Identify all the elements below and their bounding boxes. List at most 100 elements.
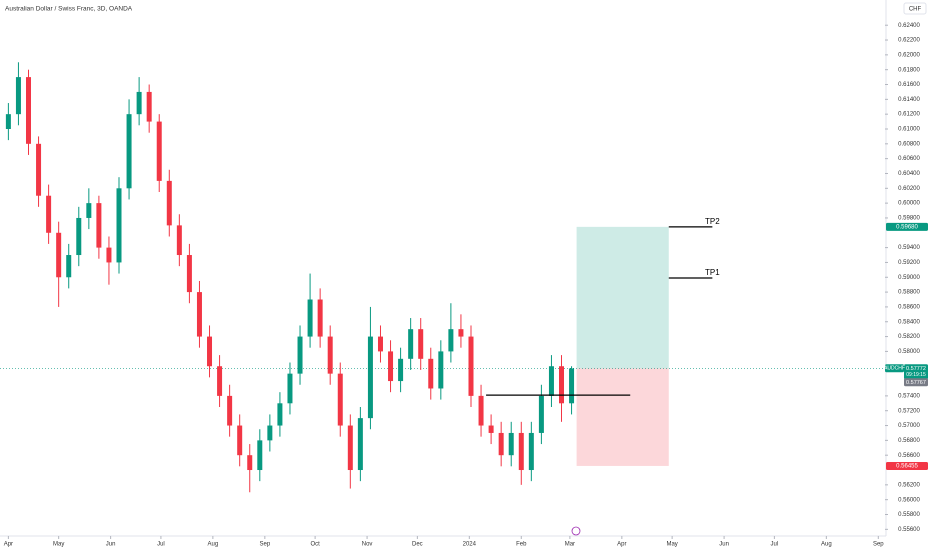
x-tick-label: Aug bbox=[208, 542, 219, 548]
candle-body bbox=[488, 425, 494, 433]
candle-body bbox=[136, 91, 142, 115]
x-tick-label: Apr bbox=[617, 542, 626, 548]
candle-body bbox=[247, 455, 253, 471]
x-tick-label: May bbox=[53, 542, 64, 548]
x-tick-label: Oct bbox=[310, 542, 320, 548]
y-tick-label: 0.55800 bbox=[898, 512, 920, 518]
candle-body bbox=[277, 403, 283, 426]
y-tick-label: 0.57200 bbox=[898, 408, 920, 414]
y-tick-label: 0.55600 bbox=[898, 527, 920, 533]
currency-label[interactable]: CHF bbox=[909, 7, 922, 13]
y-tick-label: 0.56200 bbox=[898, 482, 920, 488]
candle-body bbox=[106, 247, 112, 263]
y-tick-label: 0.60000 bbox=[898, 201, 920, 207]
candle-body bbox=[448, 329, 454, 352]
candle-body bbox=[458, 329, 464, 337]
candle-body bbox=[438, 351, 444, 389]
symbol-tag bbox=[885, 364, 904, 373]
y-tick-label: 0.59800 bbox=[898, 216, 920, 222]
y-tick-label: 0.59200 bbox=[898, 260, 920, 266]
x-tick-label: 2024 bbox=[463, 542, 477, 548]
stop-text: 0.56455 bbox=[896, 464, 918, 470]
candle-body bbox=[46, 195, 52, 233]
x-tick-label: Nov bbox=[362, 542, 373, 548]
currency-button[interactable] bbox=[903, 2, 927, 15]
candle-body bbox=[337, 373, 343, 426]
x-tick-label: Aug bbox=[821, 542, 832, 548]
candle-body bbox=[156, 121, 162, 181]
candle-body bbox=[146, 91, 152, 122]
x-tick-label: Apr bbox=[4, 542, 13, 548]
candle-body bbox=[126, 114, 132, 189]
x-tick-label: Jul bbox=[771, 542, 779, 548]
candle-body bbox=[478, 395, 484, 426]
y-tick-label: 0.58600 bbox=[898, 304, 920, 310]
y-tick-label: 0.58000 bbox=[898, 349, 920, 355]
candle-body bbox=[76, 217, 82, 256]
y-tick-label: 0.60400 bbox=[898, 171, 920, 177]
countdown-text: 09:19:15 bbox=[906, 372, 926, 378]
y-tick-label: 0.58200 bbox=[898, 334, 920, 340]
candle-body bbox=[548, 366, 554, 396]
position-stop-zone[interactable] bbox=[576, 368, 669, 466]
candle-body bbox=[227, 395, 233, 426]
y-tick-label: 0.61200 bbox=[898, 112, 920, 118]
candle-body bbox=[317, 299, 323, 337]
candle-body bbox=[15, 77, 21, 115]
bid-text: 0.57767 bbox=[906, 380, 926, 386]
candle-body bbox=[116, 188, 122, 263]
candle-body bbox=[237, 425, 243, 456]
y-tick-label: 0.60600 bbox=[898, 156, 920, 162]
candle-body bbox=[367, 336, 373, 419]
candle-body bbox=[207, 336, 213, 367]
y-tick-label: 0.61800 bbox=[898, 67, 920, 73]
y-tick-label: 0.59000 bbox=[898, 275, 920, 281]
y-tick-label: 0.56000 bbox=[898, 497, 920, 503]
event-icon[interactable] bbox=[571, 526, 581, 536]
target-tag bbox=[886, 222, 928, 231]
candle-body bbox=[518, 432, 524, 471]
x-tick-label: Jun bbox=[719, 542, 729, 548]
candle-body bbox=[267, 425, 273, 441]
candle-body bbox=[569, 368, 575, 404]
candle-body bbox=[538, 395, 544, 433]
bid-tag bbox=[904, 378, 928, 387]
candle-body bbox=[327, 336, 333, 374]
candle-body bbox=[86, 203, 92, 218]
y-tick-label: 0.62000 bbox=[898, 52, 920, 58]
candle-body bbox=[377, 336, 383, 352]
x-tick-label: Sep bbox=[873, 542, 884, 548]
line-label: TP1 bbox=[705, 268, 720, 277]
candle-body bbox=[5, 114, 11, 129]
y-tick-label: 0.59400 bbox=[898, 245, 920, 251]
y-tick-label: 0.56800 bbox=[898, 438, 920, 444]
candle-body bbox=[559, 366, 565, 404]
y-tick-label: 0.58800 bbox=[898, 290, 920, 296]
candle-body bbox=[418, 329, 424, 359]
symbol-text: AUDCHF bbox=[884, 366, 905, 372]
candle-body bbox=[66, 255, 72, 278]
x-tick-label: Mar bbox=[565, 542, 575, 548]
line-label: TP2 bbox=[705, 217, 720, 226]
x-tick-label: Dec bbox=[412, 542, 423, 548]
last-price-tag bbox=[904, 364, 928, 380]
y-tick-label: 0.60800 bbox=[898, 141, 920, 147]
position-target-zone[interactable] bbox=[576, 226, 669, 369]
candle-body bbox=[347, 425, 353, 471]
y-tick-label: 0.57000 bbox=[898, 423, 920, 429]
candle-body bbox=[56, 232, 62, 278]
x-tick-label: Jul bbox=[157, 542, 165, 548]
candle-body bbox=[297, 336, 303, 374]
x-tick-label: Sep bbox=[259, 542, 270, 548]
last-price-text: 0.57772 bbox=[906, 366, 926, 372]
candle-body bbox=[428, 358, 434, 389]
y-tick-label: 0.58400 bbox=[898, 319, 920, 325]
y-tick-label: 0.61400 bbox=[898, 97, 920, 103]
candle-body bbox=[217, 366, 223, 396]
stop-tag bbox=[886, 461, 928, 470]
candle-body bbox=[257, 440, 263, 471]
candle-body bbox=[166, 180, 172, 226]
candle-body bbox=[468, 336, 474, 396]
